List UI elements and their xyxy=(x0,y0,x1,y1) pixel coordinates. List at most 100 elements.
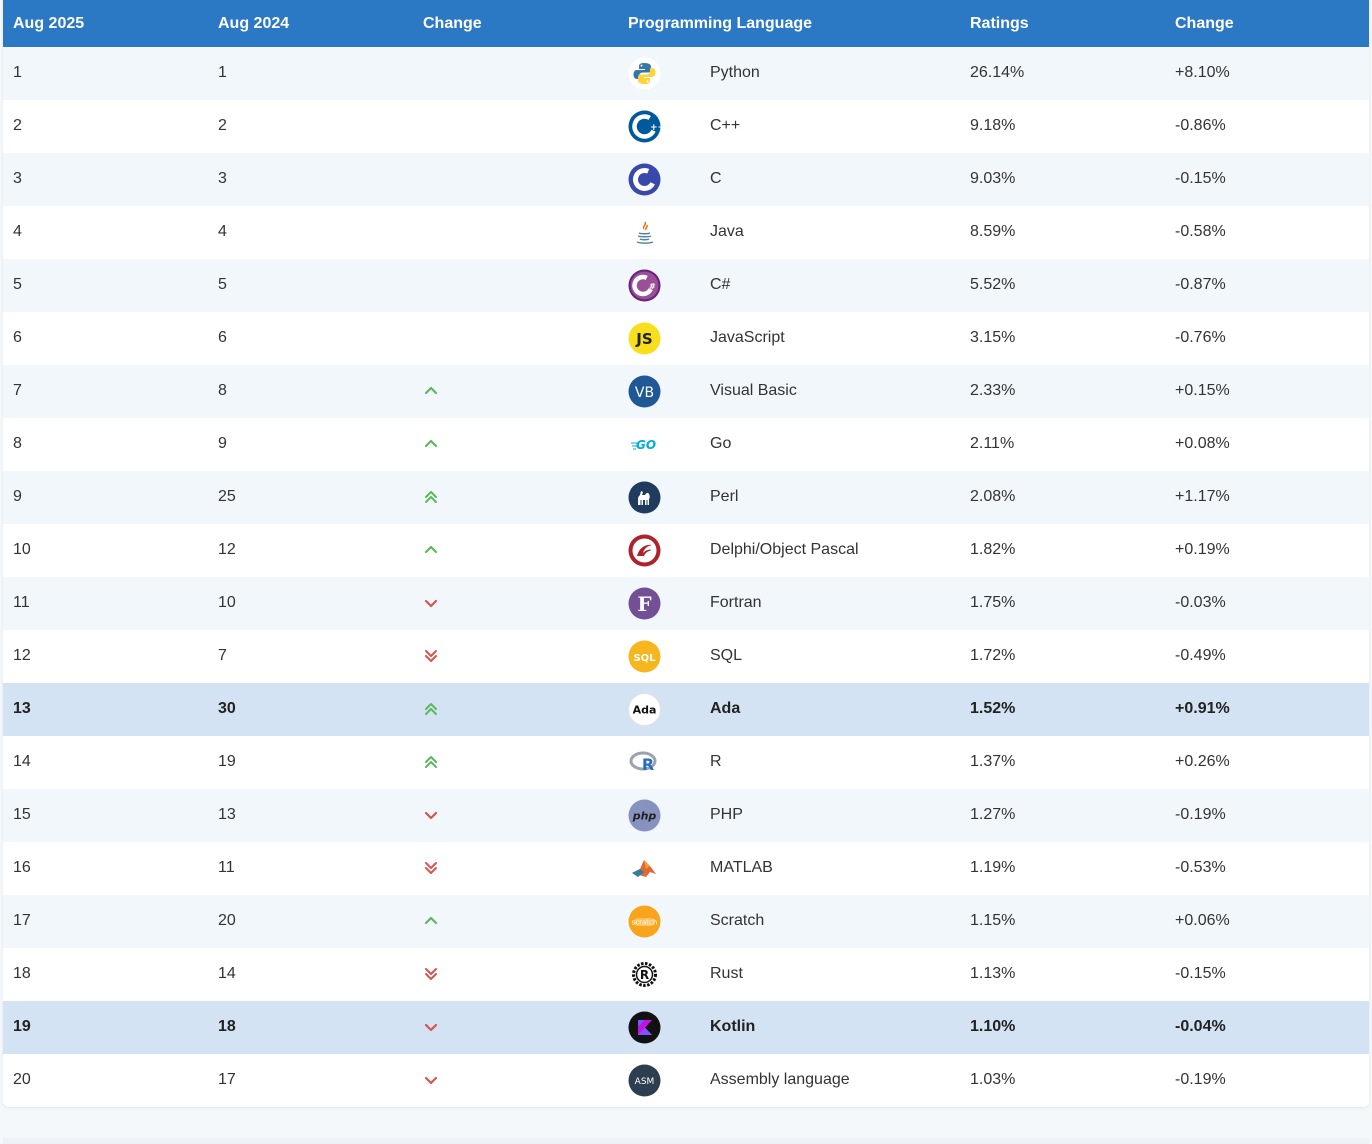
rank-current: 2 xyxy=(13,117,22,134)
rating-change: -0.86% xyxy=(1175,117,1226,134)
rank-current: 11 xyxy=(13,594,30,611)
rating-value: 1.03% xyxy=(970,1071,1016,1088)
delphi-icon xyxy=(628,534,661,567)
rating-change: -0.19% xyxy=(1175,1071,1226,1088)
rank-previous: 17 xyxy=(218,1071,236,1088)
rating-change: +0.15% xyxy=(1175,382,1230,399)
rank-previous: 8 xyxy=(218,382,227,399)
perl-icon xyxy=(628,481,661,514)
r-icon: R xyxy=(628,746,661,779)
header-change-trend[interactable]: Change xyxy=(423,15,482,32)
rank-current: 1 xyxy=(13,64,22,81)
chevron-down-icon xyxy=(423,806,439,824)
rating-change: +0.08% xyxy=(1175,435,1230,452)
rating-change: -0.49% xyxy=(1175,647,1226,664)
table-body: 11Python26.14%+8.10%22++C++9.18%-0.86%33… xyxy=(3,47,1369,1107)
table-row: 7 8 VB Visual Basic 2.33% +0.15% xyxy=(3,365,1369,418)
rating-change: -0.76% xyxy=(1175,329,1226,346)
chevron-down-icon xyxy=(423,1018,439,1036)
table-row: 12 7 SQL SQL 1.72% -0.49% xyxy=(3,630,1369,683)
table-row: 16 11 MATLAB 1.19% -0.53% xyxy=(3,842,1369,895)
rank-current: 9 xyxy=(13,488,22,505)
rank-previous: 13 xyxy=(218,806,236,823)
language-name: Java xyxy=(710,223,744,240)
table-row: 9 25 Perl 2.08% +1.17% xyxy=(3,471,1369,524)
header-aug-2025[interactable]: Aug 2025 xyxy=(13,15,85,32)
chevron-up-icon xyxy=(423,912,439,930)
php-icon: php xyxy=(628,799,661,832)
language-name: Ada xyxy=(710,700,741,717)
go-icon: GO xyxy=(628,428,661,461)
language-name: Perl xyxy=(710,488,739,505)
rank-previous: 1 xyxy=(218,64,227,81)
chevron-up-icon xyxy=(423,382,439,400)
table-row: 11 10 F Fortran 1.75% -0.03% xyxy=(3,577,1369,630)
language-name: Delphi/Object Pascal xyxy=(710,541,859,558)
rank-previous: 3 xyxy=(218,170,227,187)
rating-value: 1.82% xyxy=(970,541,1016,558)
java-icon xyxy=(628,216,661,249)
rank-previous: 4 xyxy=(218,223,227,240)
python-icon xyxy=(628,57,661,90)
header-ratings[interactable]: Ratings xyxy=(970,15,1029,32)
rank-previous: 19 xyxy=(218,753,236,770)
language-name: Kotlin xyxy=(710,1018,756,1035)
c-icon xyxy=(628,163,661,196)
rank-current: 17 xyxy=(13,912,31,929)
rank-previous: 7 xyxy=(218,647,227,664)
rating-value: 1.52% xyxy=(970,700,1016,717)
kotlin-icon xyxy=(628,1011,661,1044)
rating-value: 1.75% xyxy=(970,594,1016,611)
rating-value: 3.15% xyxy=(970,329,1016,346)
table-row: 17 20 scratch Scratch 1.15% +0.06% xyxy=(3,895,1369,948)
svg-text:SQL: SQL xyxy=(633,653,656,664)
rank-previous: 6 xyxy=(218,329,227,346)
rank-previous: 10 xyxy=(218,594,236,611)
language-name: R xyxy=(710,753,722,770)
rating-value: 1.27% xyxy=(970,806,1016,823)
rank-current: 7 xyxy=(13,382,22,399)
rank-current: 15 xyxy=(13,806,31,823)
table-row: 5 5 # C# 5.52% -0.87% xyxy=(3,259,1369,312)
rank-current: 12 xyxy=(13,647,31,664)
language-name: Python xyxy=(710,64,760,81)
rank-current: 20 xyxy=(13,1071,31,1088)
sql-icon: SQL xyxy=(628,640,661,673)
rating-change: +8.10% xyxy=(1175,64,1230,81)
rating-value: 2.11% xyxy=(970,435,1015,452)
table-row: 19 18 Kotlin 1.10% -0.04% xyxy=(3,1001,1369,1054)
rank-current: 3 xyxy=(13,170,22,187)
rank-current: 6 xyxy=(13,329,22,346)
table-row: 18 14 R Rust 1.13% -0.15% xyxy=(3,948,1369,1001)
rating-value: 9.03% xyxy=(970,170,1016,187)
svg-text:#: # xyxy=(649,282,656,291)
language-name: SQL xyxy=(710,647,743,664)
language-name: Rust xyxy=(710,965,743,982)
table-row: 14 19 R R 1.37% +0.26% xyxy=(3,736,1369,789)
rank-previous: 2 xyxy=(218,117,227,134)
rating-value: 2.08% xyxy=(970,488,1016,505)
chevron-down-icon xyxy=(423,1071,439,1089)
table-row: 10 12 Delphi/Object Pascal 1.82% +0.19% xyxy=(3,524,1369,577)
rating-value: 1.15% xyxy=(970,912,1016,929)
header-programming-language[interactable]: Programming Language xyxy=(628,15,813,32)
rank-current: 13 xyxy=(13,700,31,717)
rating-change: -0.58% xyxy=(1175,223,1226,240)
rating-value: 8.59% xyxy=(970,223,1016,240)
svg-text:Ada: Ada xyxy=(633,704,657,717)
rating-value: 1.10% xyxy=(970,1018,1016,1035)
rating-value: 9.18% xyxy=(970,117,1016,134)
svg-text:GO: GO xyxy=(636,438,656,452)
rank-current: 16 xyxy=(13,859,31,876)
svg-text:scratch: scratch xyxy=(632,919,658,927)
svg-text:VB: VB xyxy=(635,385,654,401)
chevron-up-icon xyxy=(423,435,439,453)
rank-current: 4 xyxy=(13,223,22,240)
header-change-delta[interactable]: Change xyxy=(1175,15,1234,32)
header-aug-2024[interactable]: Aug 2024 xyxy=(218,15,290,32)
rank-previous: 14 xyxy=(218,965,236,982)
table-row: 3 3 C 9.03% -0.15% xyxy=(3,153,1369,206)
svg-text:JS: JS xyxy=(635,330,652,348)
table-row: 20 17 ASM Assembly language 1.03% -0.19% xyxy=(3,1054,1369,1107)
